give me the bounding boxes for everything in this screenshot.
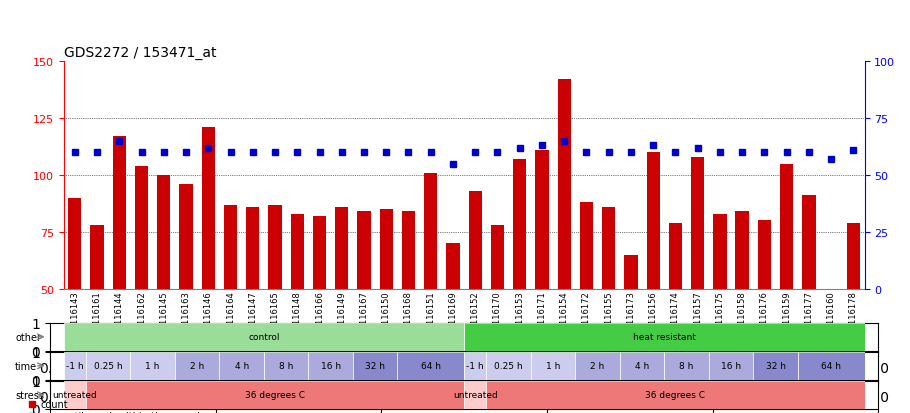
- Bar: [758, 221, 771, 289]
- Text: 8 h: 8 h: [279, 361, 293, 370]
- Bar: [713, 214, 726, 289]
- Bar: [402, 212, 415, 289]
- Text: 64 h: 64 h: [821, 361, 841, 370]
- Bar: [379, 210, 393, 289]
- Bar: [308, 352, 353, 380]
- Text: -1 h: -1 h: [66, 361, 84, 370]
- Bar: [358, 212, 370, 289]
- Bar: [424, 173, 438, 289]
- Text: time: time: [15, 361, 37, 371]
- Bar: [175, 352, 219, 380]
- Text: 16 h: 16 h: [320, 361, 340, 370]
- Bar: [824, 289, 838, 392]
- Text: untreated: untreated: [53, 390, 97, 399]
- Text: 64 h: 64 h: [420, 361, 440, 370]
- Text: 16 h: 16 h: [721, 361, 741, 370]
- Bar: [486, 381, 864, 409]
- Bar: [90, 225, 104, 289]
- Bar: [135, 166, 148, 289]
- Bar: [86, 381, 464, 409]
- Text: 36 degrees C: 36 degrees C: [645, 390, 705, 399]
- Bar: [798, 352, 864, 380]
- Bar: [535, 150, 549, 289]
- Text: 4 h: 4 h: [635, 361, 649, 370]
- Text: 36 degrees C: 36 degrees C: [245, 390, 305, 399]
- Text: 0.25 h: 0.25 h: [94, 361, 123, 370]
- Bar: [268, 205, 282, 289]
- Bar: [580, 203, 593, 289]
- Bar: [157, 176, 170, 289]
- Bar: [735, 212, 749, 289]
- Bar: [531, 352, 575, 380]
- Bar: [846, 223, 860, 289]
- Bar: [64, 323, 464, 351]
- Bar: [64, 381, 86, 409]
- Text: GDS2272 / 153471_at: GDS2272 / 153471_at: [64, 45, 217, 59]
- Bar: [780, 164, 794, 289]
- Text: heat resistant: heat resistant: [632, 332, 696, 342]
- Text: 32 h: 32 h: [365, 361, 385, 370]
- Bar: [624, 255, 638, 289]
- Text: stress: stress: [15, 390, 44, 400]
- Bar: [313, 216, 326, 289]
- Text: 1 h: 1 h: [546, 361, 561, 370]
- Text: -1 h: -1 h: [467, 361, 484, 370]
- Text: 0.25 h: 0.25 h: [494, 361, 523, 370]
- Bar: [224, 205, 238, 289]
- Text: percentile rank within the sample: percentile rank within the sample: [41, 411, 206, 413]
- Bar: [219, 352, 264, 380]
- Bar: [353, 352, 398, 380]
- Text: other: other: [15, 332, 41, 342]
- Bar: [113, 137, 126, 289]
- Bar: [246, 207, 259, 289]
- Bar: [558, 80, 571, 289]
- Bar: [130, 352, 175, 380]
- Text: 4 h: 4 h: [235, 361, 248, 370]
- Bar: [575, 352, 620, 380]
- Text: 8 h: 8 h: [680, 361, 693, 370]
- Bar: [803, 196, 815, 289]
- Bar: [64, 352, 86, 380]
- Text: 1 h: 1 h: [146, 361, 160, 370]
- Bar: [335, 207, 349, 289]
- Bar: [202, 128, 215, 289]
- Bar: [513, 159, 526, 289]
- Bar: [179, 185, 193, 289]
- Bar: [709, 352, 753, 380]
- Text: count: count: [41, 399, 68, 409]
- Bar: [68, 198, 82, 289]
- Bar: [753, 352, 798, 380]
- Text: 32 h: 32 h: [765, 361, 785, 370]
- Bar: [490, 225, 504, 289]
- Text: untreated: untreated: [453, 390, 498, 399]
- Bar: [464, 352, 486, 380]
- Bar: [669, 223, 682, 289]
- Bar: [691, 157, 704, 289]
- Bar: [602, 207, 615, 289]
- Text: 2 h: 2 h: [591, 361, 604, 370]
- Bar: [464, 323, 864, 351]
- Bar: [398, 352, 464, 380]
- Bar: [486, 352, 531, 380]
- Bar: [620, 352, 664, 380]
- Bar: [290, 214, 304, 289]
- Bar: [446, 244, 460, 289]
- Text: 2 h: 2 h: [190, 361, 204, 370]
- Bar: [464, 381, 486, 409]
- Bar: [664, 352, 709, 380]
- Bar: [86, 352, 130, 380]
- Text: control: control: [248, 332, 279, 342]
- Bar: [646, 153, 660, 289]
- Bar: [264, 352, 308, 380]
- Bar: [469, 191, 482, 289]
